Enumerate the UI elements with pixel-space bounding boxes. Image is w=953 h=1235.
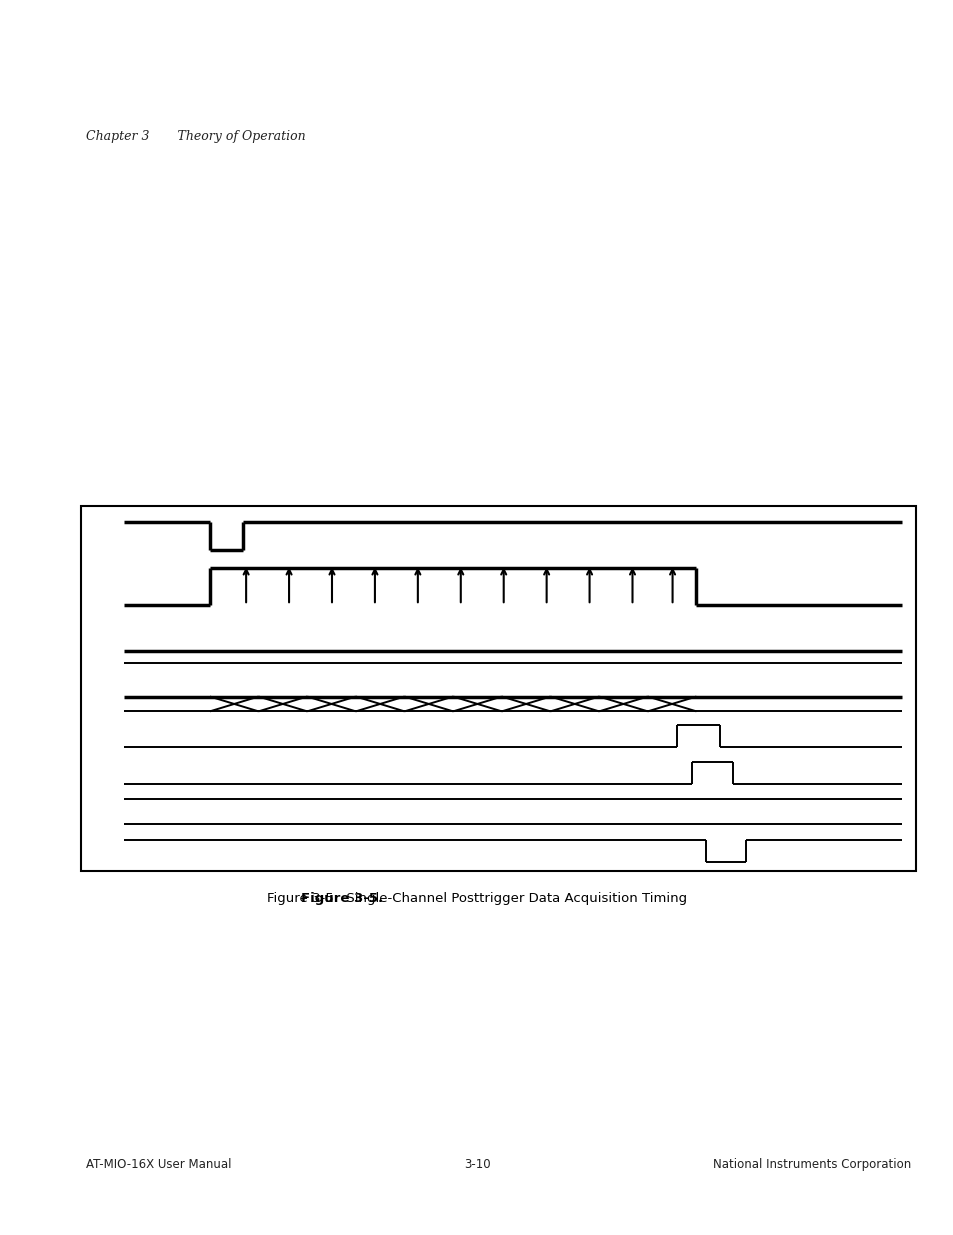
- Bar: [81, 506, 915, 871]
- Text: Figure 3-5.: Figure 3-5.: [300, 892, 382, 905]
- Text: National Instruments Corporation: National Instruments Corporation: [712, 1157, 910, 1171]
- Text: AT-MIO-16X User Manual: AT-MIO-16X User Manual: [86, 1157, 232, 1171]
- Text: 3-10: 3-10: [463, 1157, 490, 1171]
- Text: Figure 3-5.  Single-Channel Posttrigger Data Acquisition Timing: Figure 3-5. Single-Channel Posttrigger D…: [267, 892, 686, 905]
- Text: Chapter 3       Theory of Operation: Chapter 3 Theory of Operation: [86, 130, 305, 143]
